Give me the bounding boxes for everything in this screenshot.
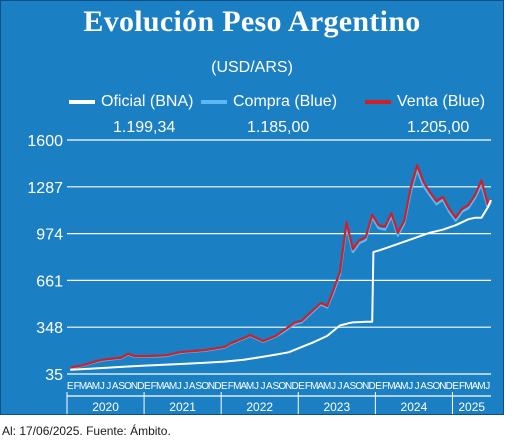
x-tick-label: A bbox=[420, 381, 427, 392]
x-tick-label: M bbox=[477, 381, 485, 392]
x-tick-label: J bbox=[106, 381, 111, 392]
x-tick-label: M bbox=[387, 381, 395, 392]
x-tick-label: J bbox=[331, 381, 336, 392]
x-tick-label: O bbox=[355, 381, 363, 392]
x-tick-label: M bbox=[323, 381, 331, 392]
x-tick-label: F bbox=[459, 381, 465, 392]
y-tick-label: 1600 bbox=[27, 133, 63, 150]
x-tick-label: J bbox=[485, 381, 490, 392]
legend-label-compra: Compra (Blue) bbox=[233, 93, 338, 110]
x-tick-label: A bbox=[343, 381, 350, 392]
x-tick-label: M bbox=[92, 381, 100, 392]
x-tick-label: A bbox=[86, 381, 93, 392]
x-tick-label: A bbox=[189, 381, 196, 392]
legend-swatch-oficial bbox=[69, 99, 95, 104]
source-note: Al: 17/06/2025. Fuente: Ámbito. bbox=[2, 424, 171, 438]
x-year-label: 2021 bbox=[169, 400, 196, 414]
legend-swatch-compra bbox=[201, 99, 227, 104]
x-tick-label: S bbox=[272, 381, 279, 392]
x-year-label: 2020 bbox=[92, 400, 119, 414]
last-value-compra: 1.185,00 bbox=[247, 119, 310, 136]
x-tick-label: M bbox=[310, 381, 318, 392]
legend-item-compra: Compra (Blue) bbox=[201, 93, 337, 111]
x-tick-label: E bbox=[67, 381, 74, 392]
x-tick-label: E bbox=[375, 381, 382, 392]
y-tick-label: 1287 bbox=[27, 180, 63, 197]
x-tick-label: M bbox=[400, 381, 408, 392]
x-tick-label: J bbox=[100, 381, 105, 392]
x-tick-label: F bbox=[74, 381, 80, 392]
x-tick-label: J bbox=[338, 381, 343, 392]
x-tick-label: E bbox=[221, 381, 228, 392]
x-tick-label: J bbox=[408, 381, 413, 392]
x-tick-label: D bbox=[291, 381, 298, 392]
y-tick-label: 35 bbox=[45, 367, 63, 384]
legend-item-venta: Venta (Blue) bbox=[365, 93, 485, 111]
x-tick-label: S bbox=[427, 381, 434, 392]
x-tick-label: D bbox=[369, 381, 376, 392]
legend-item-oficial: Oficial (BNA) bbox=[69, 93, 193, 111]
x-tick-label: M bbox=[169, 381, 177, 392]
x-tick-label: E bbox=[298, 381, 305, 392]
x-year-label: 2023 bbox=[323, 400, 350, 414]
chart-title: Evolución Peso Argentino bbox=[83, 5, 421, 38]
x-tick-label: S bbox=[118, 381, 125, 392]
x-year-label: 2024 bbox=[401, 400, 428, 414]
x-year-label: 2022 bbox=[246, 400, 273, 414]
x-tick-label: S bbox=[195, 381, 202, 392]
legend-swatch-venta bbox=[365, 99, 391, 104]
series-line-compra bbox=[70, 168, 492, 370]
x-tick-label: M bbox=[156, 381, 164, 392]
x-tick-label: A bbox=[472, 381, 479, 392]
x-tick-label: A bbox=[266, 381, 273, 392]
x-tick-label: S bbox=[350, 381, 357, 392]
x-tick-label: O bbox=[124, 381, 132, 392]
x-tick-label: D bbox=[137, 381, 144, 392]
x-tick-label: J bbox=[415, 381, 420, 392]
x-tick-label: J bbox=[183, 381, 188, 392]
x-tick-label: E bbox=[144, 381, 151, 392]
chart-frame: Evolución Peso Argentino (USD/ARS) Ofici… bbox=[0, 0, 504, 415]
chart-subtitle: (USD/ARS) bbox=[211, 59, 293, 76]
legend-label-venta: Venta (Blue) bbox=[397, 93, 486, 110]
x-tick-label: F bbox=[382, 381, 388, 392]
x-tick-label: O bbox=[278, 381, 286, 392]
x-tick-label: M bbox=[79, 381, 87, 392]
y-tick-label: 974 bbox=[36, 227, 63, 244]
last-value-venta: 1.205,00 bbox=[407, 119, 470, 136]
x-tick-label: F bbox=[305, 381, 311, 392]
x-tick-label: A bbox=[240, 381, 247, 392]
chart-card: Evolución Peso Argentino (USD/ARS) Ofici… bbox=[0, 0, 504, 438]
x-tick-label: M bbox=[246, 381, 254, 392]
x-tick-label: O bbox=[433, 381, 441, 392]
legend-label-oficial: Oficial (BNA) bbox=[101, 93, 194, 110]
series-line-venta bbox=[70, 164, 492, 369]
x-tick-label: N bbox=[131, 381, 138, 392]
x-tick-label: J bbox=[254, 381, 259, 392]
x-tick-label: N bbox=[439, 381, 446, 392]
x-tick-label: F bbox=[151, 381, 157, 392]
x-tick-label: A bbox=[395, 381, 402, 392]
x-tick-label: D bbox=[446, 381, 453, 392]
x-tick-label: N bbox=[362, 381, 369, 392]
series-line-oficial bbox=[70, 199, 492, 371]
x-tick-label: M bbox=[233, 381, 241, 392]
y-tick-label: 661 bbox=[36, 273, 63, 290]
x-tick-label: J bbox=[177, 381, 182, 392]
x-year-label: 2025 bbox=[458, 400, 485, 414]
x-tick-label: A bbox=[317, 381, 324, 392]
x-tick-label: N bbox=[208, 381, 215, 392]
y-tick-label: 348 bbox=[36, 320, 63, 337]
last-value-oficial: 1.199,34 bbox=[113, 119, 176, 136]
x-tick-label: O bbox=[201, 381, 209, 392]
x-tick-label: J bbox=[260, 381, 265, 392]
x-tick-label: E bbox=[452, 381, 459, 392]
x-tick-label: A bbox=[163, 381, 170, 392]
x-tick-label: D bbox=[214, 381, 221, 392]
x-tick-label: F bbox=[228, 381, 234, 392]
x-tick-label: A bbox=[112, 381, 119, 392]
x-tick-label: N bbox=[285, 381, 292, 392]
x-tick-label: M bbox=[464, 381, 472, 392]
